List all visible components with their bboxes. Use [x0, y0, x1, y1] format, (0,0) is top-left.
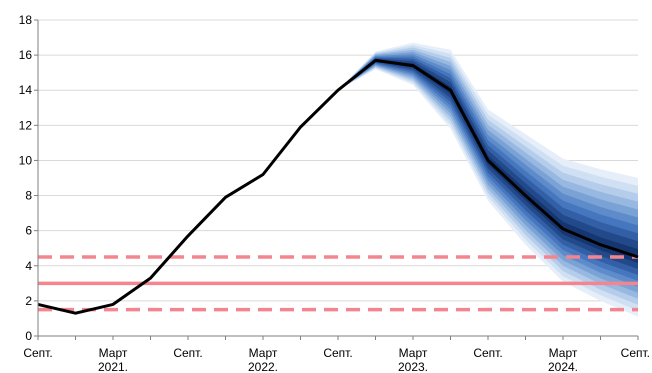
x-tick-label: Септ.	[173, 346, 202, 360]
x-tick-label: Септ.	[621, 346, 650, 360]
y-tick-label: 0	[25, 329, 32, 343]
axes	[34, 19, 639, 340]
y-tick-label: 2	[25, 294, 32, 308]
y-tick-label: 6	[25, 224, 32, 238]
x-tick-year-label: 2023.	[398, 360, 428, 373]
reference-lines	[38, 255, 638, 312]
y-tick-label: 10	[19, 153, 33, 167]
y-tick-label: 12	[19, 118, 33, 132]
central-projection-line	[37, 58, 639, 315]
x-tick-label: Март	[549, 346, 578, 360]
y-tick-label: 8	[25, 189, 32, 203]
x-tick-label: Март	[99, 346, 128, 360]
x-tick-label: Март	[399, 346, 428, 360]
y-tick-label: 16	[19, 48, 33, 62]
x-tick-label: Септ.	[23, 346, 52, 360]
x-tick-label: Септ.	[473, 346, 502, 360]
central-projection	[37, 58, 639, 315]
y-tick-labels: 0 2 4 6 8 10 12 14 16 18	[19, 13, 33, 343]
x-tick-label: Март	[249, 346, 278, 360]
x-tick-year-label: 2024.	[548, 360, 578, 373]
fan-bands	[338, 42, 638, 317]
y-tick-label: 18	[19, 13, 33, 27]
x-tick-year-label: 2022.	[248, 360, 278, 373]
y-tick-label: 14	[19, 83, 33, 97]
grid-lines	[38, 19, 638, 302]
x-tick-label: Септ.	[323, 346, 352, 360]
y-tick-label: 4	[25, 259, 32, 273]
x-tick-year-label: 2021.	[98, 360, 128, 373]
